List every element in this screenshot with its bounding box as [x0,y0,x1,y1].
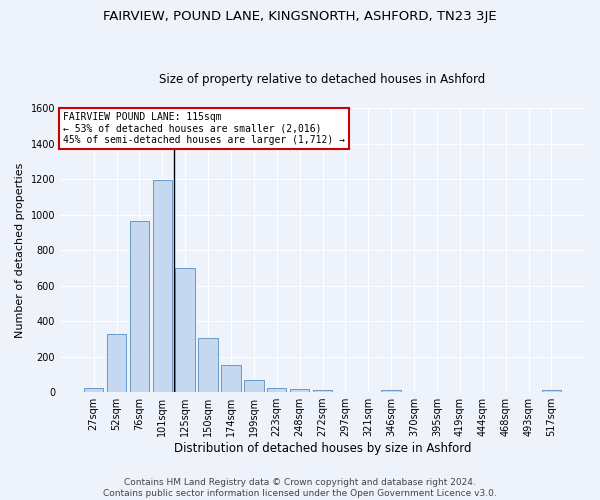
Bar [84,388,103,392]
Bar [221,365,241,392]
Bar [152,180,172,392]
X-axis label: Distribution of detached houses by size in Ashford: Distribution of detached houses by size … [174,442,471,455]
Bar [130,220,149,392]
Title: Size of property relative to detached houses in Ashford: Size of property relative to detached ho… [160,73,485,86]
Bar [290,390,310,392]
Bar [313,390,332,392]
Bar [267,388,286,392]
Bar [244,380,263,392]
Text: Contains HM Land Registry data © Crown copyright and database right 2024.
Contai: Contains HM Land Registry data © Crown c… [103,478,497,498]
Text: FAIRVIEW POUND LANE: 115sqm
← 53% of detached houses are smaller (2,016)
45% of : FAIRVIEW POUND LANE: 115sqm ← 53% of det… [62,112,344,146]
Bar [542,390,561,392]
Y-axis label: Number of detached properties: Number of detached properties [15,162,25,338]
Bar [382,390,401,392]
Bar [199,338,218,392]
Bar [107,334,126,392]
Text: FAIRVIEW, POUND LANE, KINGSNORTH, ASHFORD, TN23 3JE: FAIRVIEW, POUND LANE, KINGSNORTH, ASHFOR… [103,10,497,23]
Bar [175,268,195,392]
